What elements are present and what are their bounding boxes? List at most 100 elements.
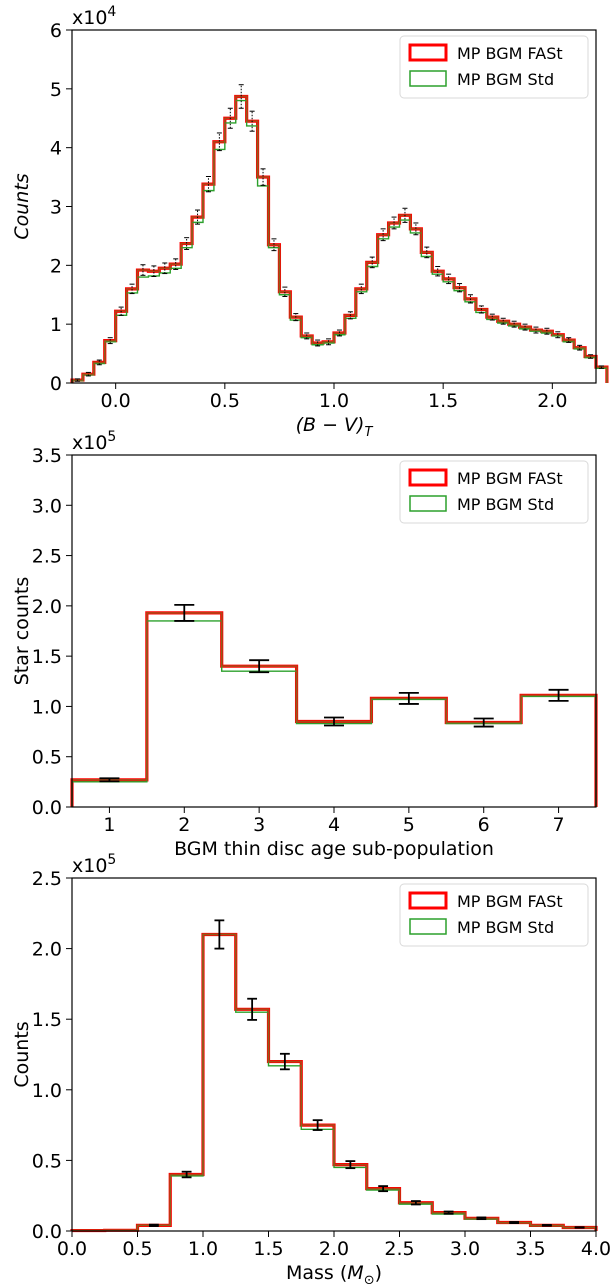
error-bar (509, 1221, 520, 1224)
x-axis-label: BGM thin disc age sub-population (174, 838, 494, 860)
x-tick-label: 4.0 (581, 1238, 611, 1260)
series-overlap-line (71, 95, 608, 383)
legend-label-std: MP BGM Std (457, 495, 554, 514)
error-bar (271, 238, 277, 252)
y-tick-label: 0.5 (32, 747, 62, 769)
x-tick-label: 1.0 (188, 1238, 218, 1260)
x-tick-label: 3.0 (450, 1238, 480, 1260)
y-tick-label: 1 (50, 314, 62, 336)
x-tick-label: 4 (328, 814, 340, 836)
error-bar (511, 320, 517, 328)
y-tick-label: 4 (50, 138, 62, 160)
error-bar (247, 997, 258, 1021)
legend-swatch-fast (408, 891, 448, 910)
error-bar (541, 1224, 552, 1227)
x-tick-label: 3 (253, 814, 265, 836)
error-bar (227, 107, 233, 129)
legend-swatch-std (409, 70, 447, 87)
error-bar (205, 175, 211, 193)
series-overlap-line (71, 612, 597, 807)
error-bar (129, 283, 135, 295)
error-bar (478, 305, 484, 314)
error-bar (398, 691, 419, 705)
series-std-step-line (71, 933, 597, 1232)
legend-label-fast: MP BGM FASt (457, 469, 563, 488)
error-bar (96, 359, 102, 366)
y-tick-label: 3.5 (32, 445, 62, 467)
error-bar (282, 286, 288, 298)
error-bar (304, 332, 310, 340)
error-bar (174, 603, 195, 622)
x-tick-label: 7 (553, 814, 565, 836)
error-bar (345, 1160, 356, 1170)
axis-multiplier: x105 (72, 852, 116, 877)
y-tick-label: 5 (50, 79, 62, 101)
error-bar (369, 256, 375, 269)
error-bar (195, 209, 201, 225)
error-bar (522, 323, 528, 331)
x-tick-label: 2.5 (384, 1238, 414, 1260)
error-bar (181, 1170, 192, 1179)
error-bar (85, 371, 91, 377)
error-bar (413, 222, 419, 236)
series-fast-step-line (70, 94, 609, 383)
x-tick-label: 2.0 (537, 390, 567, 412)
error-bar (279, 1052, 290, 1071)
series-overlap-line (71, 933, 597, 1232)
error-bar (467, 294, 473, 304)
error-bar (140, 264, 146, 276)
legend-swatch-std (409, 495, 447, 512)
error-bar (249, 659, 270, 674)
error-bar (544, 327, 550, 335)
age-subpopulation-histogram-panel: 1 2 3 4 5 6 7 0.0 0.5 1.0 1.5 2.0 2.5 3.0 3.5 x105 BGM t… (11, 429, 598, 860)
error-bar (476, 1216, 487, 1221)
y-axis-label: Counts (11, 1021, 33, 1087)
error-bar (324, 716, 344, 727)
mass-histogram-panel: 0.0 0.5 1.0 1.5 2.0 2.5 3.0 3.5 4.0 0.0 0.5 1.0 1.5 2… (11, 852, 611, 1284)
error-bar (336, 329, 342, 337)
y-tick-label: 2.0 (32, 939, 62, 961)
x-axis-label: (B − V)T (296, 414, 374, 440)
axis-multiplier: x105 (72, 429, 116, 454)
error-bar (238, 84, 244, 109)
x-tick-label: 2 (178, 814, 190, 836)
error-bar (598, 365, 604, 369)
x-tick-label: 6 (478, 814, 490, 836)
y-tick-label: 1.5 (32, 1009, 62, 1031)
y-tick-label: 1.0 (32, 696, 62, 718)
error-bar (555, 331, 561, 339)
y-axis-label: Star counts (11, 577, 33, 686)
error-bar (118, 306, 124, 316)
error-bar (151, 265, 157, 278)
error-bar (293, 313, 299, 322)
error-bar (249, 110, 255, 132)
y-tick-label: 0.5 (32, 1150, 62, 1172)
x-tick-label: 1.0 (319, 390, 349, 412)
legend-swatch-std (409, 918, 447, 935)
x-tick-label: 2.0 (319, 1238, 349, 1260)
error-bar (566, 337, 572, 343)
y-axis-label: Counts (11, 173, 33, 239)
y-tick-label: 1.5 (32, 646, 62, 668)
error-bar (473, 717, 494, 728)
error-bar (457, 283, 463, 293)
error-bar (574, 1226, 585, 1229)
error-bar (533, 326, 539, 334)
error-bar (315, 339, 321, 347)
x-tick-label: 1.5 (428, 390, 458, 412)
error-bar (489, 313, 495, 321)
error-bar (214, 919, 225, 950)
y-tick-label: 0.0 (32, 1221, 62, 1243)
series-fast-step-line (70, 932, 598, 1233)
error-bar (435, 266, 441, 277)
error-bar (358, 283, 364, 295)
x-axis-label: Mass (M⊙) (286, 1262, 382, 1284)
error-bar (326, 338, 332, 346)
error-bar (347, 311, 353, 320)
error-bar (378, 1185, 389, 1193)
error-bar (500, 317, 506, 325)
error-bar (588, 354, 594, 359)
y-tick-label: 3 (50, 197, 62, 219)
error-bar (410, 1200, 421, 1206)
